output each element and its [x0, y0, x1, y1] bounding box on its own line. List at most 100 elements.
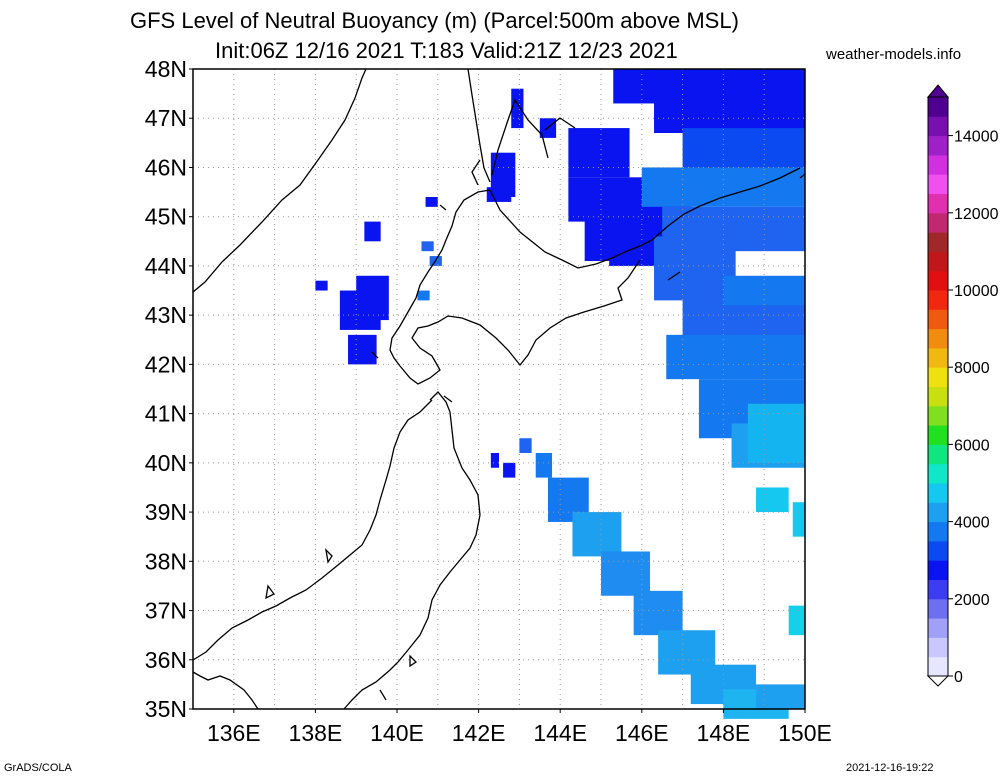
colorbar-segment [928, 270, 948, 291]
coastline-small-islands [265, 204, 453, 701]
field-cell-39 [490, 453, 499, 468]
field-cell-24 [315, 280, 328, 291]
colorbar-segment [928, 154, 948, 175]
colorbar-segment [928, 656, 948, 677]
longitude-labels: 136E 138E 140E 142E 144E 146E 148E 150E [207, 709, 832, 746]
lat-label: 42N [145, 351, 187, 377]
coastline-hokkaido [389, 189, 653, 385]
lat-label: 37N [145, 598, 187, 624]
lat-label: 43N [145, 302, 187, 328]
colorbar-label: 10000 [954, 283, 999, 300]
lon-label: 144E [533, 720, 587, 746]
colorbar-segment [928, 116, 948, 137]
colorbar-segment [928, 637, 948, 658]
colorbar-segment [928, 386, 948, 407]
field-cell-40 [503, 462, 516, 478]
colorbar-bottom-triangle [926, 675, 950, 687]
lon-label: 150E [778, 720, 832, 746]
colorbar-segment [928, 97, 948, 117]
field-cell-2 [682, 128, 805, 173]
field-cell-1 [613, 69, 805, 104]
chart-subtitle: Init:06Z 12/16 2021 T:183 Valid:21Z 12/2… [215, 38, 678, 63]
field-cell-0 [654, 98, 805, 133]
coastlines [192, 68, 806, 710]
colorbar-segment [928, 328, 948, 349]
colorbar-segment [928, 212, 948, 233]
colorbar-segment [928, 521, 948, 542]
colorbar-segment [928, 598, 948, 619]
lon-label: 148E [697, 720, 751, 746]
chart-title: GFS Level of Neutral Buoyancy (m) (Parce… [130, 8, 739, 33]
colorbar-segment [928, 579, 948, 600]
field-cell-5 [641, 167, 805, 207]
lat-label: 38N [145, 548, 187, 574]
colorbar-label: 14000 [954, 129, 999, 146]
lat-label: 45N [145, 204, 187, 230]
map-panel [192, 68, 806, 719]
field-cell-34 [633, 590, 683, 636]
lon-label: 138E [289, 720, 343, 746]
colorbar-segment [928, 444, 948, 465]
field-cell-3 [568, 128, 630, 178]
colorbar-segment [928, 251, 948, 272]
colorbar-segment [928, 367, 948, 387]
colorbar-segment [928, 540, 948, 561]
colorbar-segment [928, 618, 948, 638]
colorbar-frame [927, 96, 949, 677]
colorbar-label: 8000 [954, 360, 990, 377]
field-cell-38 [756, 684, 805, 709]
grid-lines [193, 69, 805, 709]
buoyancy-field [315, 69, 805, 719]
field-cell-25 [417, 290, 430, 301]
colorbar-segment [928, 193, 948, 214]
lat-label: 36N [145, 647, 187, 673]
field-cell-43 [788, 605, 805, 636]
colorbar [926, 84, 950, 687]
lon-label: 142E [452, 720, 506, 746]
lon-label: 136E [207, 720, 261, 746]
field-cell-9 [511, 88, 524, 129]
map-frame [192, 68, 806, 710]
lat-label: 46N [145, 154, 187, 180]
colorbar-labels: 14000 12000 10000 8000 6000 4000 2000 0 [948, 129, 999, 686]
timestamp-label: 2021-12-16-19:22 [846, 762, 934, 774]
colorbar-segment [928, 425, 948, 445]
colorbar-segment [928, 560, 948, 580]
colorbar-segment [928, 135, 948, 156]
lat-label: 44N [145, 253, 187, 279]
field-cell-22 [348, 334, 377, 365]
field-cell-23 [364, 221, 381, 242]
colorbar-segment [928, 405, 948, 426]
lat-label: 40N [145, 450, 187, 476]
colorbar-segment [928, 290, 948, 310]
colorbar-top-triangle [926, 84, 950, 98]
field-cell-15 [666, 334, 805, 380]
lat-label: 35N [145, 696, 187, 722]
lat-label: 41N [145, 401, 187, 427]
colorbar-segment [928, 347, 948, 368]
field-cell-13 [654, 236, 736, 301]
field-cell-12 [486, 187, 512, 202]
colorbar-label: 6000 [954, 437, 990, 454]
colorbar-segment [928, 232, 948, 252]
field-cell-21 [339, 290, 381, 330]
field-cell-30 [535, 453, 553, 478]
credit-label: GrADS/COLA [4, 762, 72, 774]
coastline-sakhalin [467, 68, 576, 186]
colorbar-segment [928, 174, 948, 194]
colorbar-segment [928, 502, 948, 523]
colorbar-segment [928, 309, 948, 330]
field-cell-42 [792, 502, 805, 537]
field-cell-29 [519, 438, 532, 453]
colorbar-label: 0 [954, 669, 963, 686]
field-cell-19 [723, 275, 805, 306]
field-cell-26 [425, 197, 438, 207]
lat-label: 48N [145, 56, 187, 82]
coastline-honshu [192, 391, 481, 710]
colorbar-label: 4000 [954, 515, 990, 532]
colorbar-segment [928, 463, 948, 484]
field-cell-33 [601, 551, 650, 596]
field-cell-18 [747, 403, 805, 463]
colorbar-label: 12000 [954, 206, 999, 223]
